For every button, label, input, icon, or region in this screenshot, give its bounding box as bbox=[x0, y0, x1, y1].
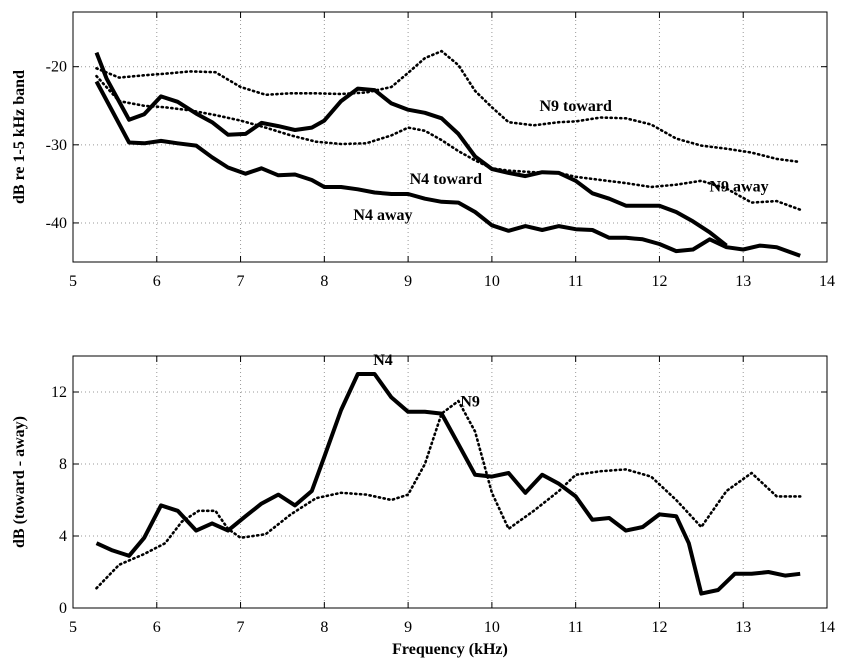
x-tick-label: 8 bbox=[320, 619, 328, 636]
annotation-n9-toward: N9 toward bbox=[539, 98, 612, 115]
series-line-n9 bbox=[95, 399, 802, 590]
x-tick-label: 13 bbox=[735, 273, 751, 290]
x-tick-label: 12 bbox=[651, 273, 667, 290]
axes-frame bbox=[72, 11, 828, 263]
x-tick-label: 5 bbox=[69, 619, 77, 636]
annotation-n4-toward: N4 toward bbox=[410, 171, 483, 188]
x-tick-label: 14 bbox=[819, 619, 835, 636]
y-tick-label: 12 bbox=[51, 384, 67, 401]
x-tick-label: 5 bbox=[69, 273, 77, 290]
y-tick-label: 8 bbox=[59, 456, 67, 473]
x-tick-label: 11 bbox=[568, 273, 583, 290]
y-axis-label: dB re 1-5 kHz band bbox=[11, 70, 28, 204]
series-line-n9-away bbox=[95, 74, 802, 211]
x-tick-label: 7 bbox=[237, 273, 245, 290]
x-tick-label: 10 bbox=[484, 273, 500, 290]
x-axis-label: Frequency (kHz) bbox=[392, 641, 508, 658]
y-tick-label: 4 bbox=[59, 528, 67, 545]
y-tick-label: -30 bbox=[46, 137, 67, 154]
annotation-n9: N9 bbox=[460, 393, 480, 410]
x-tick-label: 9 bbox=[404, 619, 412, 636]
series-line-n4 bbox=[95, 372, 801, 596]
top-panel: 5 6 7 8 9 10 11 12 13 14 -40 -30 -20 dB re 1-5 kHz ba… bbox=[11, 11, 835, 290]
y-tick-label: -20 bbox=[46, 59, 67, 76]
x-tick-label: 13 bbox=[735, 619, 751, 636]
series-line-n4-away bbox=[94, 80, 801, 258]
x-tick-label: 9 bbox=[404, 273, 412, 290]
y-axis-label: dB (toward - away) bbox=[11, 416, 28, 548]
x-tick-label: 6 bbox=[153, 273, 161, 290]
axes-frame bbox=[72, 355, 828, 609]
annotation-n4-away: N4 away bbox=[353, 207, 412, 224]
series-line-n9-toward bbox=[95, 49, 802, 164]
x-tick-label: 7 bbox=[237, 619, 245, 636]
annotation-n9-away: N9 away bbox=[709, 179, 768, 196]
x-tick-label: 11 bbox=[568, 619, 583, 636]
x-tick-label: 12 bbox=[651, 619, 667, 636]
x-tick-label: 8 bbox=[320, 273, 328, 290]
series-line-n4-toward bbox=[94, 51, 728, 248]
x-tick-label: 14 bbox=[819, 273, 835, 290]
x-tick-label: 6 bbox=[153, 619, 161, 636]
annotation-n4: N4 bbox=[373, 352, 393, 369]
x-tick-label: 10 bbox=[484, 619, 500, 636]
y-tick-label: -40 bbox=[46, 215, 67, 232]
y-tick-label: 0 bbox=[59, 600, 67, 617]
bottom-panel: 5 6 7 8 9 10 11 12 13 14 0 4 8 12 dB (toward - away) Fr… bbox=[11, 352, 835, 658]
